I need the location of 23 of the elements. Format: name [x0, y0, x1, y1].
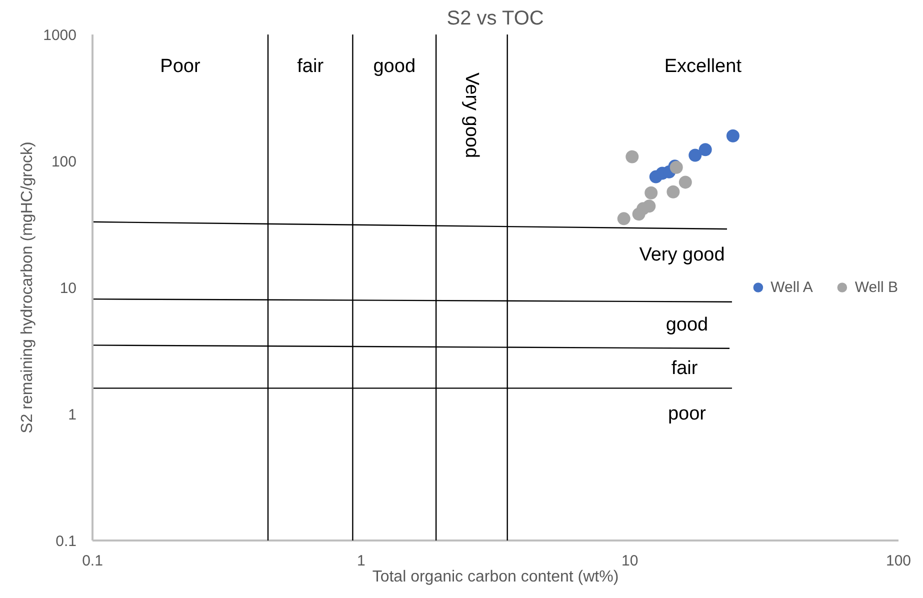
x-axis-title: Total organic carbon content (wt%): [372, 568, 619, 586]
annotation: Very good: [639, 244, 725, 266]
y-tick-label: 100: [51, 154, 77, 170]
y-axis-title: S2 remaining hydrocarbon (mgHC/grock): [19, 142, 36, 434]
annotation: good: [666, 314, 708, 336]
annotation: Very good: [461, 72, 482, 158]
y-tick-label: 1000: [43, 27, 77, 44]
y-tick-label: 10: [60, 280, 77, 297]
annotation: fair: [297, 56, 324, 77]
x-tick-label: 1: [356, 552, 366, 570]
annotation: Excellent: [664, 56, 742, 77]
y-tick-label: 1: [68, 406, 76, 424]
annotation: good: [373, 56, 416, 77]
x-tick-label: 100: [886, 552, 912, 570]
legend-label: Well B: [854, 278, 898, 296]
x-tick-label: 0.1: [82, 552, 103, 570]
annotation: fair: [671, 358, 698, 379]
annotation: Poor: [160, 56, 201, 77]
annotation: poor: [668, 404, 707, 425]
chart-title: S2 vs TOC: [446, 8, 544, 30]
legend-label: Well A: [770, 278, 813, 296]
y-tick-label: 0.1: [56, 533, 77, 550]
x-tick-label: 10: [621, 552, 638, 570]
